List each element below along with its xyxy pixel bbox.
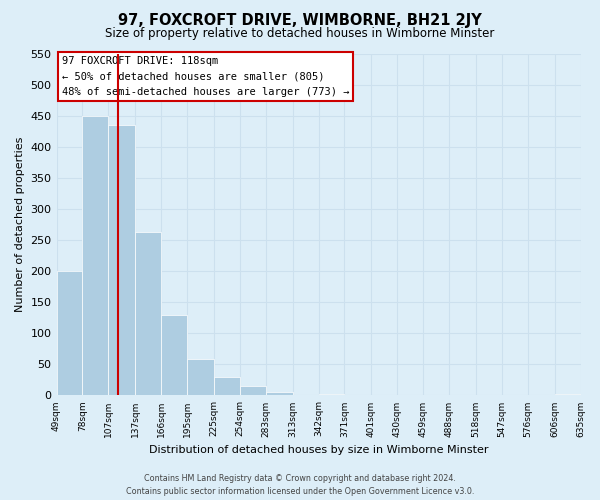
Bar bbox=[82, 116, 109, 396]
Bar bbox=[187, 360, 214, 396]
Bar bbox=[266, 392, 293, 396]
Bar bbox=[554, 394, 581, 396]
Text: 97, FOXCROFT DRIVE, WIMBORNE, BH21 2JY: 97, FOXCROFT DRIVE, WIMBORNE, BH21 2JY bbox=[118, 12, 482, 28]
Bar bbox=[214, 377, 240, 396]
Text: Size of property relative to detached houses in Wimborne Minster: Size of property relative to detached ho… bbox=[106, 28, 494, 40]
Bar bbox=[109, 126, 135, 396]
X-axis label: Distribution of detached houses by size in Wimborne Minster: Distribution of detached houses by size … bbox=[149, 445, 488, 455]
Bar bbox=[135, 232, 161, 396]
Text: Contains HM Land Registry data © Crown copyright and database right 2024.
Contai: Contains HM Land Registry data © Crown c… bbox=[126, 474, 474, 496]
Bar bbox=[161, 314, 187, 396]
Bar bbox=[56, 272, 82, 396]
Text: 97 FOXCROFT DRIVE: 118sqm
← 50% of detached houses are smaller (805)
48% of semi: 97 FOXCROFT DRIVE: 118sqm ← 50% of detac… bbox=[62, 56, 349, 97]
Bar bbox=[240, 386, 266, 396]
Y-axis label: Number of detached properties: Number of detached properties bbox=[15, 137, 25, 312]
Bar bbox=[319, 394, 344, 396]
